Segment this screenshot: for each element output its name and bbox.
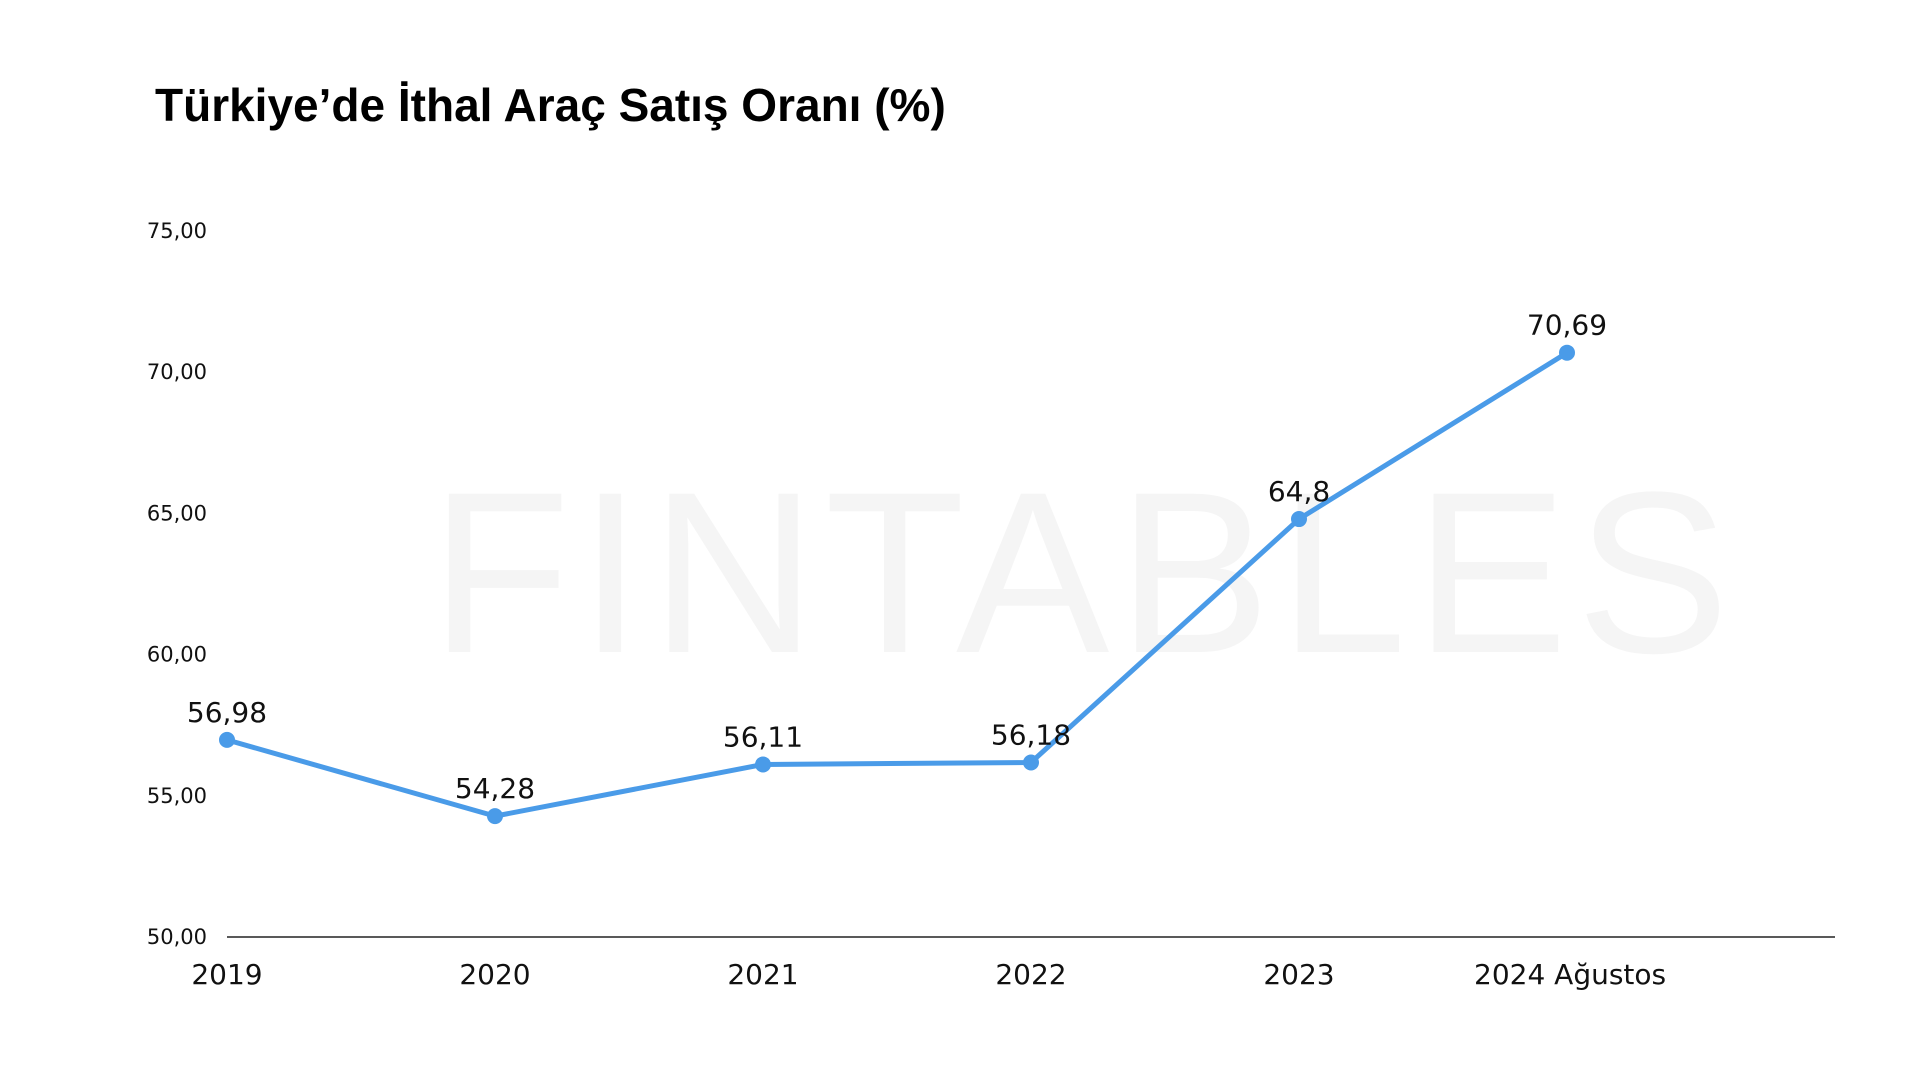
x-tick-label: 2020 [459, 958, 530, 991]
y-axis-labels: 50,00 55,00 60,00 65,00 70,00 75,00 [147, 219, 207, 949]
data-label: 54,28 [455, 772, 535, 805]
y-tick-label: 50,00 [147, 925, 207, 949]
data-label: 56,11 [723, 720, 803, 753]
data-point [487, 808, 503, 825]
x-axis-labels: 2019 2020 2021 2022 2023 2024 Ağustos [191, 958, 1666, 991]
data-label: 56,98 [187, 696, 267, 729]
watermark: FINTABLES [430, 444, 1738, 701]
y-tick-label: 70,00 [147, 360, 207, 384]
x-tick-label: 2024 Ağustos [1474, 958, 1666, 991]
x-tick-label: 2022 [995, 958, 1066, 991]
data-point [1291, 511, 1307, 528]
chart-title: Türkiye’de İthal Araç Satış Oranı (%) [155, 79, 946, 131]
data-label: 70,69 [1527, 309, 1607, 342]
y-tick-label: 65,00 [147, 501, 207, 525]
data-point [1023, 754, 1039, 771]
y-tick-label: 75,00 [147, 219, 207, 243]
data-label: 56,18 [991, 718, 1071, 751]
data-labels: 56,98 54,28 56,11 56,18 64,8 70,69 [187, 309, 1607, 805]
data-label: 64,8 [1268, 475, 1330, 508]
data-point [219, 731, 235, 748]
x-tick-label: 2023 [1263, 958, 1334, 991]
y-tick-label: 55,00 [147, 784, 207, 808]
series-line [224, 350, 1570, 819]
data-point [755, 756, 771, 773]
x-tick-label: 2021 [727, 958, 798, 991]
y-tick-label: 60,00 [147, 643, 207, 667]
data-point [1559, 344, 1575, 361]
data-points [219, 344, 1575, 825]
x-tick-label: 2019 [191, 958, 262, 991]
